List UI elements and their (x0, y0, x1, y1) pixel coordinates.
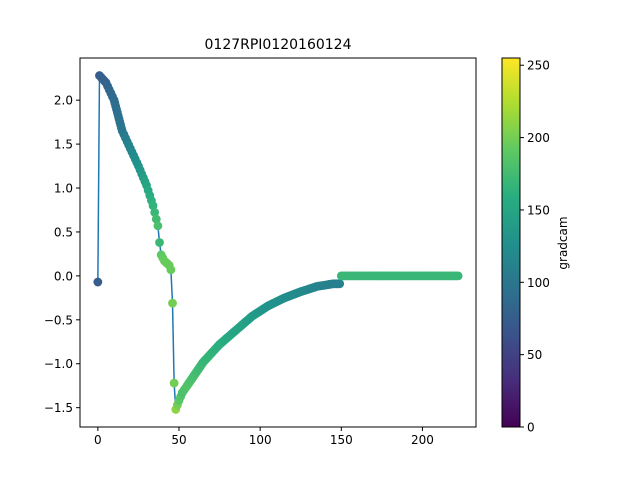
x-tick-label: 0 (94, 433, 102, 447)
colorbar-tick-label: 250 (527, 59, 550, 73)
y-tick-label: 0.5 (54, 225, 73, 239)
data-point (166, 265, 176, 275)
series-line (97, 73, 459, 410)
x-axis: 0 50 100 150 200 (94, 427, 434, 447)
data-point (155, 238, 164, 247)
data-point (168, 298, 177, 308)
y-tick-label: −0.5 (44, 313, 73, 327)
colorbar-ticks: 0 50 100 150 200 250 (520, 59, 550, 435)
y-tick-label: 1.5 (54, 138, 73, 152)
data-point (151, 214, 161, 224)
colorbar (502, 58, 520, 427)
y-tick-label: −1.0 (44, 357, 73, 371)
colorbar-tick-label: 200 (527, 131, 550, 145)
x-tick-label: 150 (330, 433, 353, 447)
colorbar-tick-label: 0 (527, 421, 535, 435)
colorbar-tick-label: 150 (527, 203, 550, 217)
data-point (153, 221, 163, 231)
data-point (93, 277, 103, 287)
data-point (148, 201, 158, 211)
chart-title: 0127RPI0120160124 (205, 37, 352, 53)
data-point (335, 279, 345, 289)
y-axis: 2.0 1.5 1.0 0.5 0.0 −0.5 −1.0 −1.5 (44, 94, 80, 415)
colorbar-label: gradcam (556, 216, 570, 269)
data-point (169, 378, 179, 388)
x-tick-label: 50 (171, 433, 186, 447)
colorbar-frame (501, 57, 521, 428)
data-point (150, 207, 160, 217)
y-tick-label: 0.0 (54, 269, 73, 283)
x-tick-label: 100 (249, 433, 272, 447)
y-tick-label: 2.0 (54, 94, 73, 108)
plot-area (93, 71, 463, 414)
x-tick-label: 200 (411, 433, 434, 447)
y-tick-label: −1.5 (44, 401, 73, 415)
plot-frame (79, 57, 477, 428)
colorbar-tick-label: 50 (527, 348, 542, 362)
colorbar-tick-label: 100 (527, 276, 550, 290)
data-point (453, 271, 463, 281)
y-tick-label: 1.0 (54, 182, 73, 196)
